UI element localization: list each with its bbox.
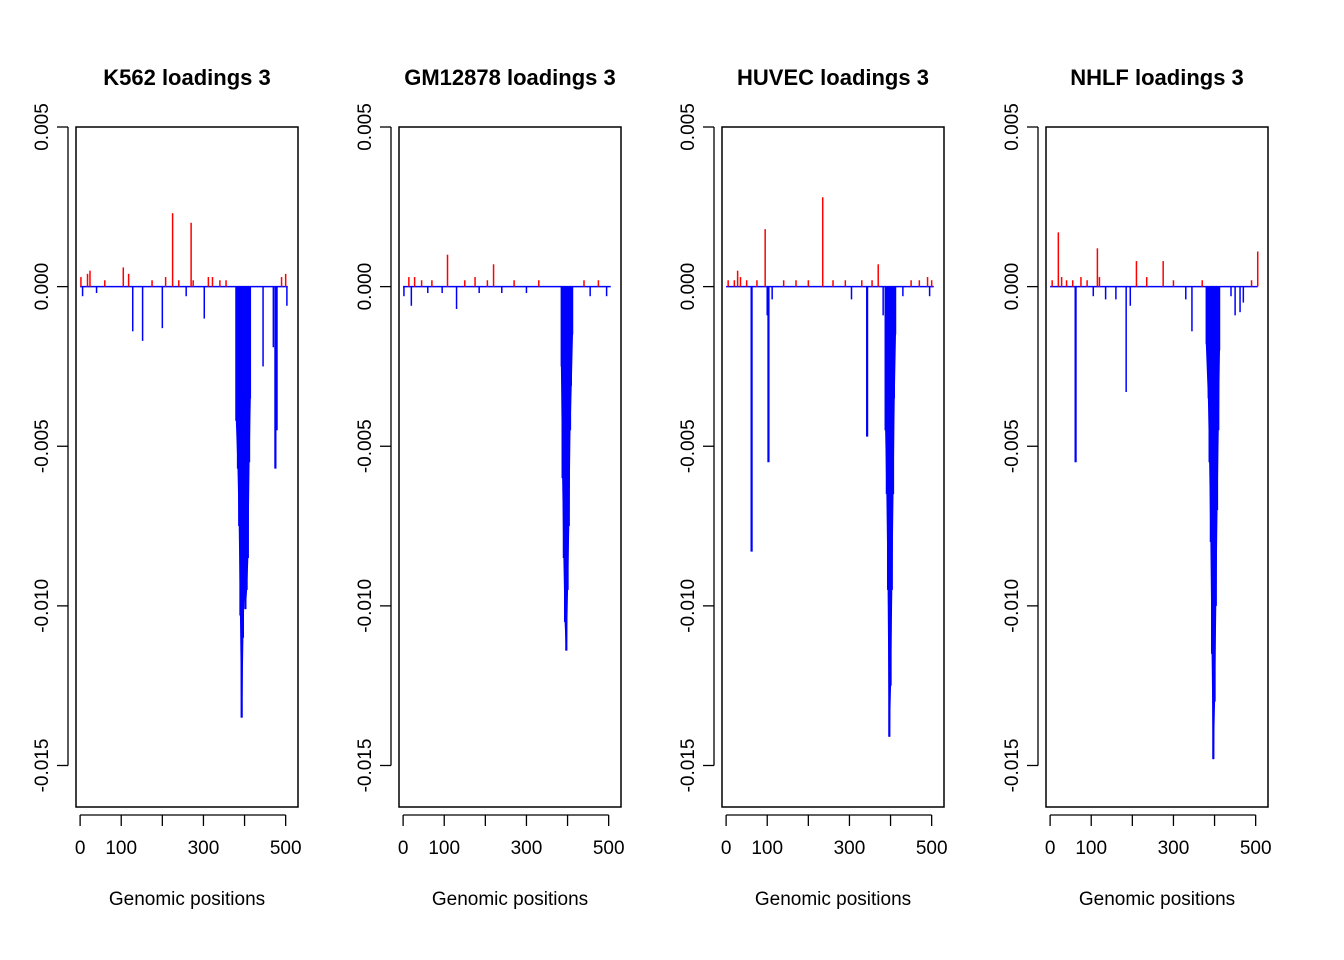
x-tick-label: 0 xyxy=(75,838,86,859)
panel-k562: K562 loadings 3 Genomic positions 0 100 30… xyxy=(32,65,302,910)
y-tick-label: -0.010 xyxy=(678,579,699,633)
x-tick-label: 0 xyxy=(721,838,732,859)
x-tick-label: 500 xyxy=(593,838,625,859)
x-axis-label: Genomic positions xyxy=(432,889,588,910)
x-tick-label: 500 xyxy=(1240,838,1272,859)
y-tick-label: 0.005 xyxy=(1002,103,1023,151)
panel-huvec: HUVEC loadings 3 Genomic positions 0 100 3… xyxy=(678,65,948,910)
x-tick-label: 0 xyxy=(398,838,409,859)
y-tick-label: -0.015 xyxy=(355,739,376,793)
x-axis-label: Genomic positions xyxy=(109,889,265,910)
y-tick-label: 0.005 xyxy=(678,103,699,151)
x-tick-label: 100 xyxy=(1075,838,1107,859)
y-tick-label: -0.015 xyxy=(1002,739,1023,793)
panel-title: HUVEC loadings 3 xyxy=(737,65,929,90)
x-tick-label: 0 xyxy=(1045,838,1056,859)
panel-title: GM12878 loadings 3 xyxy=(404,65,616,90)
y-tick-label: -0.010 xyxy=(32,579,53,633)
plot-frame xyxy=(398,126,622,808)
x-tick-label: 300 xyxy=(188,838,220,859)
dense-negative-region xyxy=(560,286,573,651)
plot-frame xyxy=(721,126,945,808)
y-tick-label: -0.015 xyxy=(678,739,699,793)
y-tick-label: -0.005 xyxy=(1002,419,1023,473)
x-axis-label: Genomic positions xyxy=(1079,889,1235,910)
y-tick-label: 0.000 xyxy=(32,263,53,311)
x-tick-label: 100 xyxy=(105,838,137,859)
x-tick-label: 300 xyxy=(1158,838,1190,859)
x-axis-label: Genomic positions xyxy=(755,889,911,910)
panel-gm12878: GM12878 loadings 3 Genomic positions 0 10… xyxy=(355,65,625,910)
y-tick-label: 0.000 xyxy=(678,263,699,311)
x-tick-label: 300 xyxy=(834,838,866,859)
x-tick-label: 100 xyxy=(428,838,460,859)
y-tick-label: 0.000 xyxy=(1002,263,1023,311)
panel-title: NHLF loadings 3 xyxy=(1070,65,1244,90)
y-tick-label: 0.005 xyxy=(32,103,53,151)
y-tick-label: -0.005 xyxy=(678,419,699,473)
panel-nhlf: NHLF loadings 3 Genomic positions 0 100 30… xyxy=(1002,65,1272,910)
x-tick-label: 300 xyxy=(511,838,543,859)
x-tick-label: 500 xyxy=(916,838,948,859)
x-tick-label: 100 xyxy=(751,838,783,859)
plot-frame xyxy=(75,126,299,808)
dense-negative-region xyxy=(235,286,251,718)
y-tick-label: 0.000 xyxy=(355,263,376,311)
plot-frame xyxy=(1045,126,1269,808)
y-tick-label: -0.010 xyxy=(1002,579,1023,633)
dense-negative-region xyxy=(885,286,896,737)
y-tick-label: -0.005 xyxy=(32,419,53,473)
y-tick-label: -0.010 xyxy=(355,579,376,633)
y-tick-label: -0.015 xyxy=(32,739,53,793)
dense-negative-region xyxy=(1205,286,1220,760)
y-tick-label: 0.005 xyxy=(355,103,376,151)
x-tick-label: 500 xyxy=(270,838,302,859)
panel-title: K562 loadings 3 xyxy=(103,65,271,90)
y-tick-label: -0.005 xyxy=(355,419,376,473)
